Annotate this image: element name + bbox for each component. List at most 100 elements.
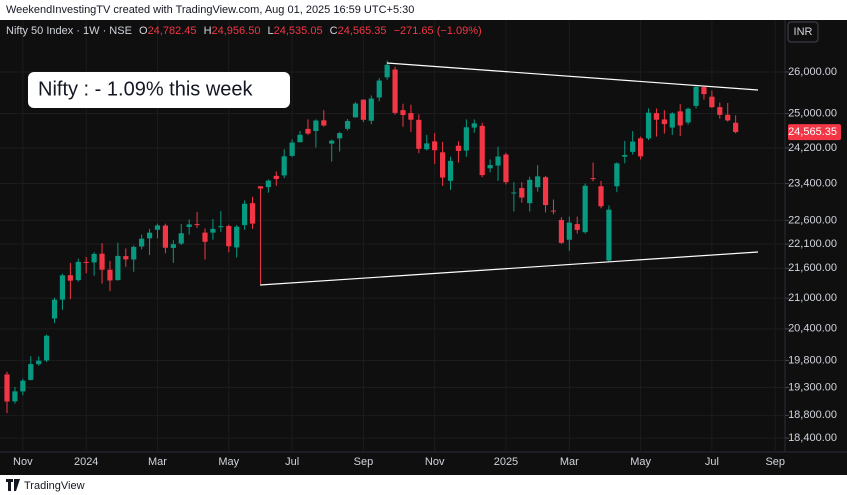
candle-body	[614, 163, 620, 187]
candle-body	[234, 226, 240, 248]
candle-body	[582, 185, 588, 233]
candle-body	[91, 253, 97, 263]
candle-body	[447, 160, 454, 181]
candle-body	[709, 96, 715, 108]
candle-body	[527, 179, 533, 204]
logo	[6, 479, 20, 491]
candle-body	[202, 232, 208, 242]
y-tick-label: 22,100.00	[788, 238, 837, 250]
candle-body	[249, 203, 256, 224]
candle-body	[685, 108, 691, 123]
legend-value: 24,782.45	[148, 25, 197, 37]
last-price-label: 24,565.35	[788, 126, 837, 138]
candle-body	[218, 226, 224, 228]
candle-body	[717, 107, 723, 115]
candle-body	[487, 165, 493, 169]
candle-body	[162, 225, 168, 248]
candle-body	[297, 134, 303, 143]
candle-body	[51, 299, 58, 319]
candle-body	[28, 364, 34, 380]
candle-body	[59, 275, 66, 300]
candle-body	[352, 103, 359, 118]
legend-value: 24,565.35	[338, 25, 387, 37]
x-tick-label: Jul	[705, 456, 719, 468]
last-price-tag	[788, 124, 841, 141]
candle-body	[178, 233, 184, 244]
candle-body	[4, 374, 10, 402]
candle-body	[321, 120, 327, 126]
candle-body	[170, 244, 176, 248]
candle-body	[20, 380, 26, 392]
x-tick-label: Nov	[425, 456, 445, 468]
candle-body	[376, 80, 382, 98]
candle-body	[273, 175, 279, 179]
y-tick-label: 21,000.00	[788, 292, 837, 304]
candle-body	[289, 142, 295, 156]
x-tick-label: Mar	[560, 456, 579, 468]
candle-body	[455, 145, 462, 151]
candle-body	[471, 123, 477, 128]
annotation-box	[28, 72, 290, 108]
footer: TradingView	[24, 480, 85, 492]
candle-body	[242, 203, 248, 226]
candle-body	[281, 156, 287, 176]
candle-body	[677, 111, 683, 126]
candle-body	[67, 275, 73, 281]
candle-body	[638, 138, 644, 157]
x-tick-label: 2025	[494, 456, 518, 468]
y-tick-label: 19,800.00	[788, 354, 837, 366]
x-tick-label: 2024	[74, 456, 98, 468]
candles	[4, 60, 739, 414]
candle-body	[463, 127, 469, 151]
candle-body	[542, 177, 549, 206]
candle-body	[186, 224, 192, 227]
legend-value: 24,956.50	[212, 25, 261, 37]
candle-body	[344, 121, 351, 129]
candle-body	[123, 256, 129, 260]
candle-body	[194, 224, 200, 226]
legend-symbol: Nifty 50 Index · 1W · NSE	[6, 25, 132, 37]
candle-body	[479, 125, 485, 176]
candle-body	[416, 119, 422, 149]
candle-body	[305, 128, 311, 134]
y-tick-label: 26,000.00	[788, 66, 837, 78]
candle-body	[733, 122, 739, 133]
candle-body	[661, 119, 667, 125]
header: WeekendInvestingTV created with TradingV…	[6, 4, 414, 16]
candle-body	[400, 110, 406, 116]
currency: INR	[794, 26, 813, 38]
candle-body	[44, 335, 50, 361]
candle-body	[107, 269, 113, 281]
candle-body	[495, 156, 501, 166]
legend-change: −271.65 (−1.09%)	[394, 25, 482, 37]
candle-body	[210, 228, 216, 233]
y-tick-label: 21,600.00	[788, 262, 837, 274]
candle-body	[99, 253, 105, 270]
x-tick-label: Nov	[13, 456, 33, 468]
candle-body	[146, 232, 153, 239]
candle-body	[622, 155, 628, 157]
candle-body	[257, 186, 264, 189]
candle-body	[511, 192, 517, 194]
candle-body	[606, 209, 612, 261]
candle-body	[432, 141, 438, 151]
legend-key: L	[268, 25, 274, 37]
x-tick-label: Mar	[148, 456, 167, 468]
x-tick-label: May	[218, 456, 239, 468]
annotation: Nifty : - 1.09% this week	[38, 78, 254, 100]
candle-body	[392, 69, 398, 113]
candle-body	[701, 87, 707, 95]
legend-value: 24,535.05	[274, 25, 323, 37]
currency-box[interactable]	[787, 21, 819, 43]
legend-key: C	[330, 25, 338, 37]
candle-body	[384, 64, 390, 78]
candle-body	[440, 152, 446, 178]
candle-body	[337, 133, 343, 139]
trendline-upper	[386, 62, 759, 91]
candle-body	[75, 261, 81, 281]
candle-body	[424, 143, 430, 150]
candle-body	[503, 154, 509, 183]
candle-body	[566, 222, 572, 240]
candle-body	[550, 210, 557, 212]
